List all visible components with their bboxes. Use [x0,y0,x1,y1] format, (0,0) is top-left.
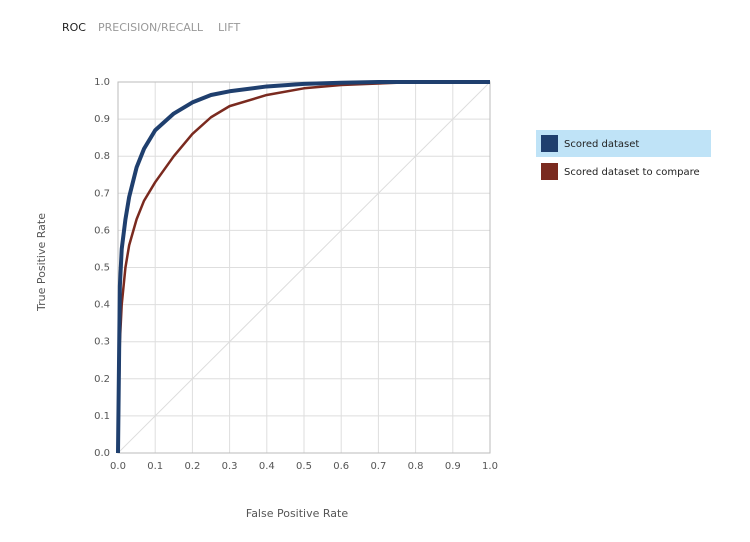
x-tick-label: 0.6 [333,461,349,472]
roc-curve [116,80,490,454]
x-tick-label: 0.7 [370,461,386,472]
x-tick-label: 0.3 [222,461,238,472]
y-tick-label: 0.1 [94,411,110,422]
x-tick-label: 0.4 [259,461,275,472]
diagonal-reference [117,81,491,454]
legend-swatch[interactable] [541,135,558,152]
y-tick-label: 0.3 [94,337,110,348]
x-tick-label: 0.2 [184,461,200,472]
tab[interactable]: LIFT [218,21,241,34]
legend-label[interactable]: Scored dataset to compare [564,167,700,178]
x-tick-label: 0.8 [408,461,424,472]
legend-highlight [536,130,711,157]
x-tick-label: 0.5 [296,461,312,472]
x-tick-label: 0.1 [147,461,163,472]
tab[interactable]: ROC [62,21,86,34]
y-tick-label: 0.2 [94,374,110,385]
legend-label[interactable]: Scored dataset [564,139,639,150]
x-tick-label: 1.0 [482,461,498,472]
y-axis-label: True Positive Rate [35,213,48,312]
y-tick-label: 1.0 [94,77,110,88]
y-tick-label: 0.6 [94,225,110,236]
tab[interactable]: PRECISION/RECALL [98,21,204,34]
y-tick-label: 0.4 [94,300,110,311]
x-tick-label: 0.9 [445,461,461,472]
y-tick-label: 0.7 [94,188,110,199]
x-tick-label: 0.0 [110,461,126,472]
legend-swatch[interactable] [541,163,558,180]
y-tick-label: 0.9 [94,114,110,125]
y-tick-label: 0.0 [94,448,110,459]
y-tick-label: 0.8 [94,151,110,162]
x-axis-label: False Positive Rate [246,507,348,520]
y-tick-label: 0.5 [94,263,110,274]
